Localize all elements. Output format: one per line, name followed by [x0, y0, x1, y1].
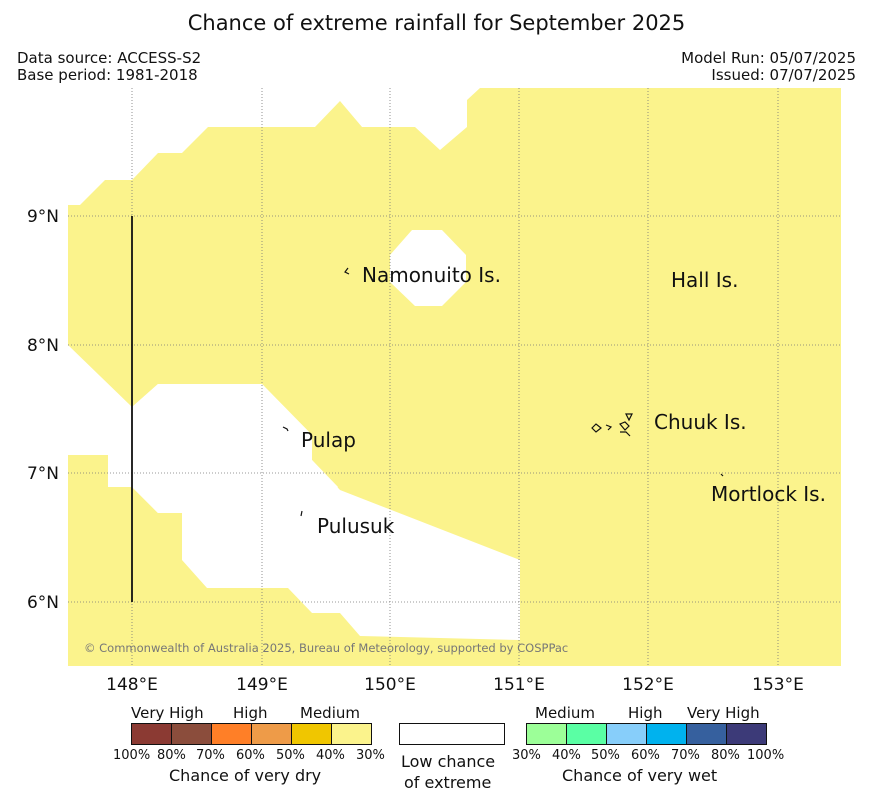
- issued-date: Issued: 07/07/2025: [711, 66, 856, 84]
- low-chance-label-line2: of extreme: [404, 773, 492, 792]
- dry-pct: 80%: [157, 748, 186, 763]
- label-chuuk: Chuuk Is.: [654, 410, 747, 434]
- wet-swatch: [527, 724, 567, 744]
- wet-pct: 70%: [671, 748, 700, 763]
- wet-level-very-high: Very High: [687, 704, 760, 722]
- dry-swatch: [212, 724, 252, 744]
- dry-level-medium: Medium: [300, 704, 360, 722]
- map-title: Chance of extreme rainfall for September…: [187, 11, 686, 35]
- pulusuk-island-shape: [300, 510, 303, 517]
- lon-tick-150e: 150°E: [364, 675, 416, 695]
- wet-pct: 80%: [711, 748, 740, 763]
- wet-pct: 60%: [631, 748, 660, 763]
- dry-swatch: [132, 724, 172, 744]
- lon-tick-153e: 153°E: [752, 675, 804, 695]
- wet-pct: 50%: [591, 748, 620, 763]
- dry-pct: 100%: [113, 748, 151, 763]
- low-chance-swatch: [399, 723, 505, 745]
- dry-pct: 50%: [276, 748, 305, 763]
- label-hall: Hall Is.: [671, 268, 738, 292]
- wet-pct: 100%: [747, 748, 785, 763]
- wet-pct: 40%: [552, 748, 581, 763]
- dry-pct: 60%: [236, 748, 265, 763]
- lon-tick-152e: 152°E: [622, 675, 674, 695]
- wet-level-medium: Medium: [535, 704, 595, 722]
- lat-tick-6n: 6°N: [27, 593, 59, 613]
- wet-swatch: [647, 724, 687, 744]
- wet-level-high: High: [628, 704, 663, 722]
- label-namonuito: Namonuito Is.: [362, 263, 501, 287]
- label-pulap: Pulap: [301, 428, 356, 452]
- dry-swatch: [332, 724, 371, 744]
- lon-tick-149e: 149°E: [236, 675, 288, 695]
- dry-legend-title: Chance of very dry: [169, 766, 322, 785]
- dry-pct: 70%: [196, 748, 225, 763]
- very-dry-30-40-area: [68, 88, 841, 666]
- low-chance-area-west: [68, 345, 338, 513]
- island-outlines: [282, 267, 724, 517]
- wet-legend-title: Chance of very wet: [562, 766, 718, 785]
- dry-colorbar: [131, 723, 372, 745]
- label-mortlock: Mortlock Is.: [711, 482, 826, 506]
- namonuito-island-shape: [344, 267, 350, 275]
- dry-swatch: [172, 724, 212, 744]
- label-pulusuk: Pulusuk: [317, 514, 395, 538]
- wet-swatch: [607, 724, 647, 744]
- copyright-credit: © Commonwealth of Australia 2025, Bureau…: [84, 641, 569, 655]
- wet-swatch: [727, 724, 766, 744]
- dry-swatch: [292, 724, 332, 744]
- dry-level-very-high: Very High: [131, 704, 204, 722]
- dry-level-high: High: [233, 704, 268, 722]
- dry-swatch: [252, 724, 292, 744]
- lat-tick-9n: 9°N: [27, 207, 59, 227]
- lat-tick-8n: 8°N: [27, 336, 59, 356]
- data-source: Data source: ACCESS-S2: [17, 49, 202, 67]
- lat-tick-7n: 7°N: [27, 464, 59, 484]
- wet-swatch: [567, 724, 607, 744]
- base-period: Base period: 1981-2018: [17, 66, 198, 84]
- model-run: Model Run: 05/07/2025: [681, 49, 856, 67]
- wet-swatch: [687, 724, 727, 744]
- wet-colorbar: [526, 723, 767, 745]
- wet-pct: 30%: [512, 748, 541, 763]
- dry-pct: 40%: [316, 748, 345, 763]
- lon-tick-148e: 148°E: [106, 675, 158, 695]
- pulap-island-shape: [282, 426, 289, 432]
- low-chance-label-line1: Low chance: [401, 752, 496, 771]
- mortlock-island-shape: [720, 473, 724, 477]
- dry-pct: 30%: [356, 748, 385, 763]
- chuuk-island-shape: [591, 413, 633, 437]
- lon-tick-151e: 151°E: [493, 675, 545, 695]
